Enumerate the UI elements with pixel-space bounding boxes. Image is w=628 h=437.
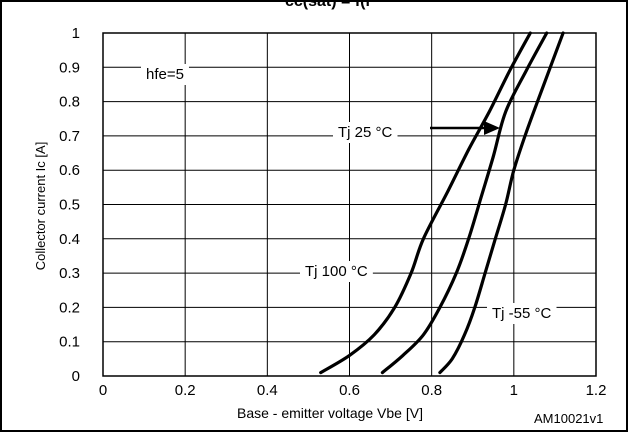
y-tick-label: 0.4 bbox=[59, 231, 80, 248]
x-tick-label: 1 bbox=[510, 382, 518, 399]
series-curve-1 bbox=[380, 31, 549, 375]
y-tick-label: 0.5 bbox=[59, 197, 80, 214]
tj25-arrow-head bbox=[484, 121, 500, 135]
y-tick-label: 0.2 bbox=[59, 299, 80, 316]
figure-id-label: AM10021v1 bbox=[534, 411, 603, 426]
annotation-tj25: Tj 25 °C bbox=[338, 124, 393, 141]
header-fragment: cc(sat) = f(l bbox=[285, 0, 370, 10]
x-axis-label: Base - emitter voltage Vbe [V] bbox=[237, 405, 423, 421]
y-tick-label: 0.1 bbox=[59, 334, 80, 351]
y-tick-label: 0.3 bbox=[59, 265, 80, 282]
plot-border bbox=[102, 32, 597, 377]
annotation-tj-55: Tj -55 °C bbox=[492, 305, 552, 322]
y-tick-label: 0.9 bbox=[59, 59, 80, 76]
x-tick-label: 0.4 bbox=[257, 382, 278, 399]
y-tick-label: 0.7 bbox=[59, 128, 80, 145]
y-tick-label: 0 bbox=[72, 368, 80, 385]
y-axis-label: Collector current Ic [A] bbox=[33, 142, 48, 271]
y-tick-label: 1 bbox=[72, 25, 80, 42]
annotation-bg-tj100 bbox=[300, 261, 373, 282]
x-tick-label: 0 bbox=[99, 382, 107, 399]
x-tick-label: 0.2 bbox=[175, 382, 196, 399]
x-tick-label: 1.2 bbox=[586, 382, 607, 399]
grid-layer bbox=[103, 33, 596, 376]
annotation-hfe: hfe=5 bbox=[146, 66, 184, 83]
x-tick-labels: 0 0.2 0.4 0.6 0.8 1 1.2 bbox=[99, 382, 607, 399]
series-curve-2 bbox=[438, 31, 565, 375]
y-tick-label: 0.6 bbox=[59, 162, 80, 179]
annotation-bg-tj-55 bbox=[487, 303, 557, 324]
x-tick-label: 0.8 bbox=[421, 382, 442, 399]
series-layer bbox=[319, 31, 565, 375]
annotation-tj100: Tj 100 °C bbox=[305, 263, 368, 280]
series-curve-0 bbox=[319, 31, 532, 375]
y-tick-labels: 0 0.1 0.2 0.3 0.4 0.5 0.6 0.7 0.8 0.9 1 bbox=[59, 25, 80, 385]
y-tick-label: 0.8 bbox=[59, 94, 80, 111]
annotation-bg-hfe bbox=[141, 64, 189, 85]
annotation-layer: hfe=5 Tj 25 °C Tj 100 °C Tj -55 °C bbox=[141, 64, 557, 324]
x-tick-label: 0.6 bbox=[339, 382, 360, 399]
annotation-bg-tj25 bbox=[333, 122, 398, 143]
